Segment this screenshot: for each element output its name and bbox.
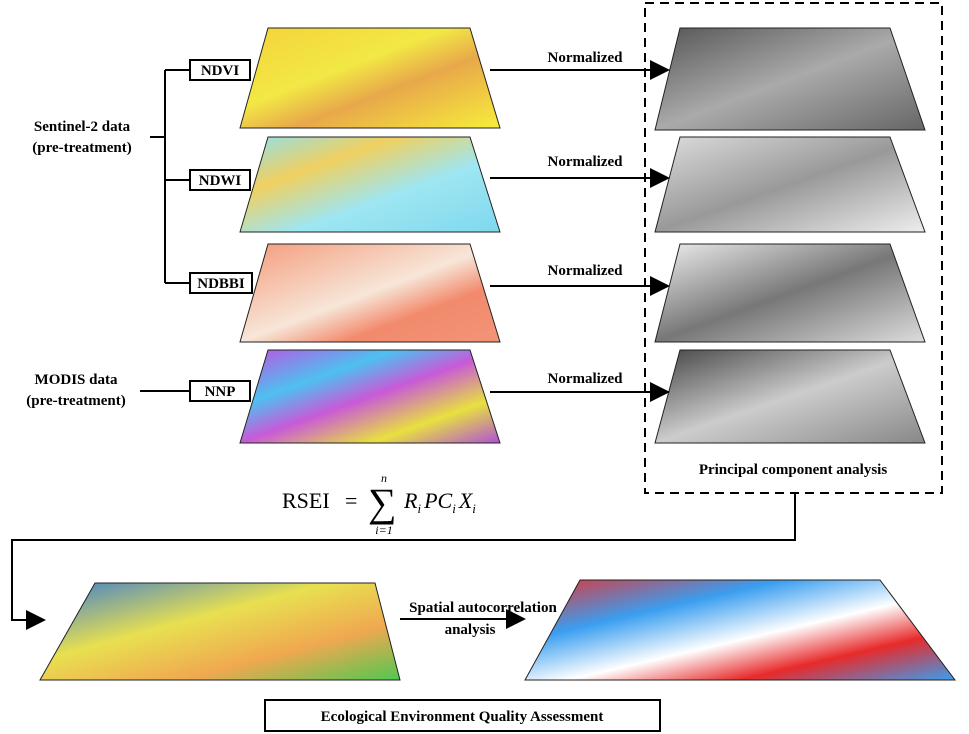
formula-lhs: RSEI xyxy=(282,488,330,513)
index-label: NDBBI xyxy=(197,276,245,292)
index-label: NDVI xyxy=(201,63,239,79)
normalized-map xyxy=(654,243,926,343)
source-label: (pre-treatment) xyxy=(26,393,125,409)
source-label: MODIS data xyxy=(35,372,118,388)
result-label: Ecological Environment Quality Assessmen… xyxy=(321,709,604,725)
source-label: Sentinel-2 data xyxy=(34,119,131,135)
normalize-arrows xyxy=(490,60,670,402)
result-box xyxy=(264,699,661,732)
formula-eq: = xyxy=(345,488,357,513)
ndvi-map xyxy=(239,27,501,129)
arrow-label: Normalized xyxy=(548,50,624,66)
connector xyxy=(11,493,796,630)
pca-box xyxy=(644,2,943,494)
lisa-map xyxy=(524,579,956,681)
spatial-label: analysis xyxy=(445,622,496,638)
index-label: NNP xyxy=(205,384,236,400)
formula-upper: n xyxy=(381,471,387,485)
rsei-map xyxy=(39,582,401,681)
arrow-label: Normalized xyxy=(548,263,624,279)
formula-sum: ∑ xyxy=(368,480,397,525)
formula-lower: i=1 xyxy=(375,523,392,537)
arrow-label: Normalized xyxy=(548,154,624,170)
normalized-map xyxy=(654,349,926,444)
arrow-label: Normalized xyxy=(548,371,624,387)
nnp-map xyxy=(239,349,501,444)
normalized-map xyxy=(654,136,926,233)
index-boxes: NDVI NDWI NDBBI NNP xyxy=(189,59,253,402)
connector xyxy=(140,69,190,392)
pca-label: Principal component analysis xyxy=(699,462,888,478)
ndbbi-map xyxy=(239,243,501,343)
index-label: NDWI xyxy=(199,173,242,189)
source-label: (pre-treatment) xyxy=(32,140,131,156)
spatial-label: Spatial autocorrelation xyxy=(409,600,557,616)
normalized-map xyxy=(654,27,926,131)
ndwi-map xyxy=(239,136,501,233)
formula-terms: Ri PCi Xi xyxy=(403,488,476,516)
formula: RSEI = ∑ n i=1 Ri PCi Xi xyxy=(282,471,476,537)
